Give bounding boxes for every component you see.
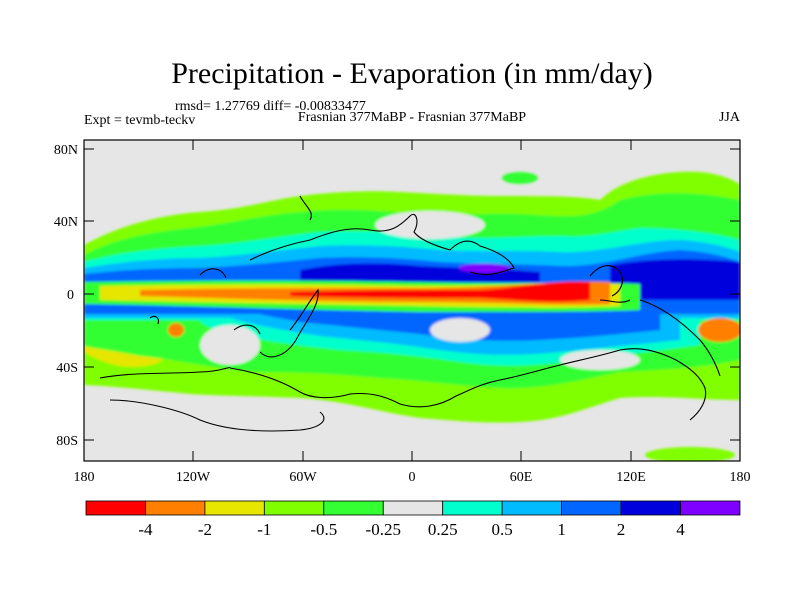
comparison-label: Frasnian 377MaBP - Frasnian 377MaBP bbox=[298, 110, 526, 125]
x-tick-label: 180 bbox=[74, 470, 95, 485]
colorbar-swatch bbox=[442, 500, 503, 516]
field-red-southwest bbox=[168, 323, 184, 337]
field-dry-patch-4 bbox=[560, 350, 640, 370]
field-cyan-arctic bbox=[502, 172, 538, 184]
colorbar-swatch bbox=[561, 500, 622, 516]
colorbar-swatch bbox=[204, 500, 265, 516]
season-label: JJA bbox=[719, 110, 741, 125]
x-tick-label: 180 bbox=[730, 470, 751, 485]
x-tick-label: 0 bbox=[409, 470, 416, 485]
colorbar-swatch bbox=[680, 500, 741, 516]
colorbar-swatch bbox=[263, 500, 325, 516]
chart-stats: rmsd= 1.27769 diff= -0.00833477 bbox=[175, 99, 366, 114]
x-tick-label: 60E bbox=[510, 470, 533, 485]
y-tick-label: 0 bbox=[67, 288, 74, 303]
field-dry-patch-2 bbox=[200, 325, 260, 365]
colorbar-tick-label: -0.25 bbox=[366, 520, 401, 539]
field-dry-patch-3 bbox=[430, 318, 490, 342]
field-dry-patch-1 bbox=[375, 211, 485, 239]
y-axis bbox=[84, 148, 740, 441]
colorbar-tick-label: -0.5 bbox=[310, 520, 337, 539]
y-tick-label: 80N bbox=[54, 143, 78, 158]
field-orange-east bbox=[698, 318, 740, 342]
map-plot: 80N 40N 0 40S 80S 180 120W 60W 0 60E 120… bbox=[54, 139, 751, 485]
coast-gondwana bbox=[99, 348, 707, 432]
colorbar-swatch bbox=[85, 500, 146, 516]
coast-laurussia bbox=[249, 195, 515, 358]
colorbar-swatch bbox=[145, 500, 206, 516]
coast-east bbox=[589, 265, 721, 377]
y-tick-label: 80S bbox=[56, 434, 78, 449]
colorbar-tick-label: -2 bbox=[198, 520, 212, 539]
x-tick-label: 120E bbox=[616, 470, 646, 485]
coast-islands-west bbox=[149, 268, 261, 335]
colorbar-tick-label: 4 bbox=[676, 520, 685, 539]
y-tick-label: 40N bbox=[54, 215, 78, 230]
colorbar-tick-label: 2 bbox=[617, 520, 626, 539]
colorbar-swatch bbox=[501, 500, 562, 516]
y-tick-label: 40S bbox=[56, 361, 78, 376]
colorbar-swatch bbox=[620, 500, 681, 516]
x-tick-label: 120W bbox=[176, 470, 211, 485]
experiment-label: Expt = tevmb-teckv bbox=[84, 113, 195, 128]
field-green-south-ocean bbox=[645, 447, 735, 461]
colorbar-tick-label: 0.25 bbox=[428, 520, 458, 539]
colorbar-tick-label: 0.5 bbox=[492, 520, 513, 539]
field-itcz-red bbox=[290, 281, 590, 302]
colorbar-swatch bbox=[323, 500, 384, 516]
colorbar-swatch bbox=[382, 500, 444, 516]
colorbar-tick-label: -4 bbox=[138, 520, 153, 539]
colorbar: -4 -2 -1 -0.5 -0.25 0.25 0.5 1 2 4 bbox=[85, 500, 741, 539]
continent-outlines bbox=[99, 195, 721, 432]
colorbar-tick-label: 1 bbox=[557, 520, 566, 539]
colorbar-tick-label: -1 bbox=[257, 520, 271, 539]
field-purple-north bbox=[460, 263, 512, 273]
x-tick-label: 60W bbox=[289, 470, 317, 485]
chart-title: Precipitation - Evaporation (in mm/day) bbox=[171, 57, 653, 90]
x-axis bbox=[83, 140, 741, 461]
